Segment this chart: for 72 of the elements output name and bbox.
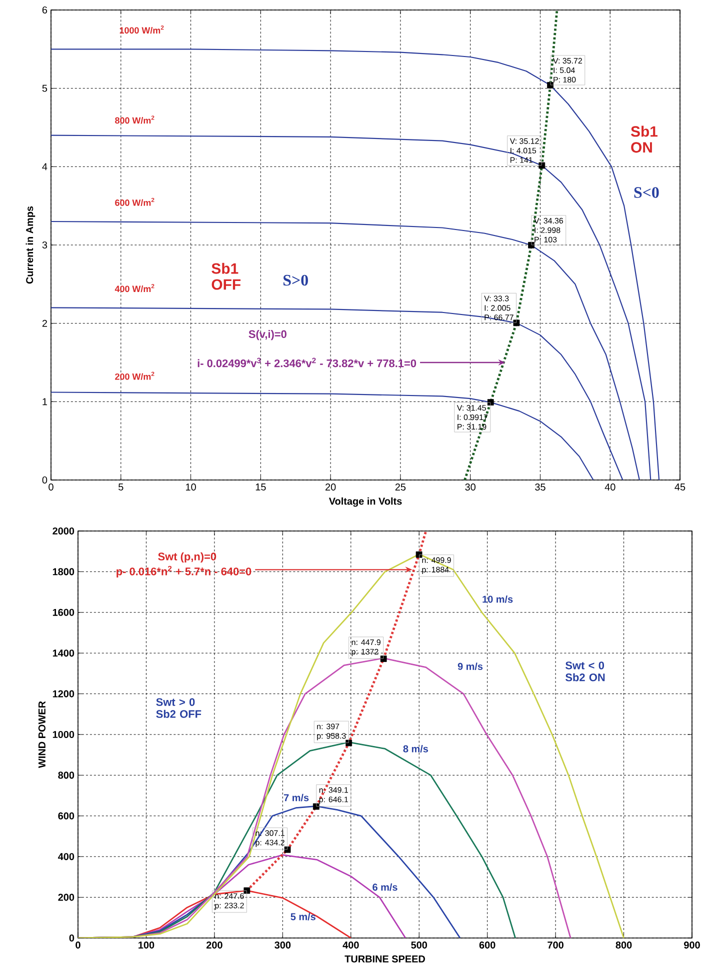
series-label: 200 W/m$^{2}$ (115, 372, 154, 380)
y-tick-label: 3 (42, 241, 48, 249)
annotation: i- 0.02499*v$^{3}$ + 2.346*v$^{2}$ - 73.82*v + 778.1=0 (198, 358, 416, 368)
line-series (51, 48, 660, 480)
series-label: 5 m/s (290, 912, 316, 920)
x-tick-label: 5 (118, 484, 124, 490)
y-tick-label: 4 (42, 163, 48, 170)
series-label: 6 m/s (372, 883, 398, 891)
x-tick-label: 0 (76, 942, 80, 949)
point (244, 887, 250, 894)
x-tick-label: 900 (684, 942, 700, 949)
point (416, 551, 422, 558)
y-tick-label: 400 (58, 853, 74, 860)
y-tick-label: 5 (42, 84, 48, 92)
x-tick-label: 300 (274, 942, 291, 949)
y-tick-label: 0 (69, 934, 74, 942)
y-tick-label: 600 (58, 812, 74, 820)
y-tick-label: 200 (58, 894, 74, 901)
point (380, 656, 387, 662)
series-label: 1000 W/m$^{2}$ (120, 25, 164, 34)
y-tick-label: 1400 (52, 650, 74, 657)
series-label: 8 m/s (403, 745, 428, 752)
y-tick-label: 2000 (52, 527, 74, 535)
y-tick-label: 800 (58, 772, 74, 779)
series-label: 400 W/m$^{2}$ (114, 284, 154, 292)
x-tick-label: 600 (479, 942, 496, 949)
annotation: Swt < 0 Sb2 ON (565, 662, 605, 682)
annotation: Sb1 ON (630, 126, 658, 153)
y-axis-title: Current in Amps (26, 206, 36, 284)
series-label: 10 m/s (482, 595, 513, 603)
x-tick-label: 40 (604, 484, 616, 491)
point (513, 320, 520, 326)
y-tick-label: 1600 (52, 608, 74, 616)
y-tick-label: 2 (42, 320, 47, 327)
series-label: 600 W/m$^{2}$ (115, 198, 154, 206)
x-axis-title: Voltage in Volts (328, 497, 402, 507)
x-tick-label: 200 (206, 942, 222, 949)
x-tick-label: 700 (548, 942, 564, 949)
y-tick-label: 1200 (52, 690, 74, 698)
point (312, 803, 320, 810)
y-axis-title: WIND POWER (38, 701, 46, 768)
x-tick-label: 10 (186, 484, 196, 491)
y-tick-label: 0 (42, 476, 48, 484)
annotation: S>0 (284, 274, 308, 286)
x-tick-label: 45 (674, 484, 686, 490)
y-tick-label: 1 (42, 398, 47, 406)
x-tick-label: 100 (138, 942, 154, 949)
x-tick-label: 35 (535, 484, 546, 491)
x-tick-label: 500 (411, 942, 428, 949)
series-label: 7 m/s (284, 794, 309, 802)
x-tick-label: 30 (465, 484, 476, 491)
series-label: 9 m/s (458, 662, 483, 670)
line-series (51, 392, 594, 480)
x-tick-label: 800 (616, 942, 632, 949)
y-tick-label: 1800 (52, 568, 74, 576)
y-tick-label: 6 (42, 6, 48, 14)
x-axis-title: TURBINE SPEED (344, 955, 425, 962)
point (538, 162, 546, 169)
annotation: S<0 (634, 187, 659, 198)
annotation: p- 0.016*n$^{2}$ + 5.7*n - 640=0 (116, 566, 252, 578)
y-tick-label: 1000 (52, 730, 74, 738)
x-tick-label: 20 (326, 484, 336, 491)
x-tick-label: 25 (395, 484, 406, 491)
series-label: 800 W/m$^{2}$ (115, 116, 154, 124)
annotation: Swt > 0 Sb2 OFF (156, 698, 202, 718)
annotation: Swt (p,n)=0 (158, 552, 216, 563)
annotation: S(v,i)=0 (248, 330, 286, 340)
x-tick-label: 15 (256, 484, 266, 490)
x-tick-label: 400 (342, 942, 359, 949)
line-series (51, 307, 624, 480)
annotation: Sb1 OFF (212, 262, 241, 290)
point (346, 740, 352, 746)
